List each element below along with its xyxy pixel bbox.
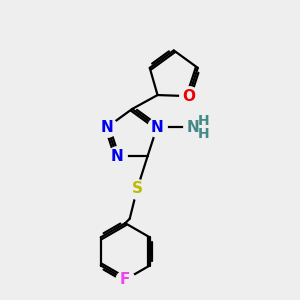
Text: N: N xyxy=(110,149,123,164)
Text: N: N xyxy=(186,120,199,135)
Text: H: H xyxy=(197,127,209,141)
Text: N: N xyxy=(151,120,164,135)
Text: S: S xyxy=(132,182,142,196)
Text: O: O xyxy=(182,88,195,104)
Text: N: N xyxy=(101,120,114,135)
Text: F: F xyxy=(120,272,130,287)
Text: H: H xyxy=(197,113,209,128)
